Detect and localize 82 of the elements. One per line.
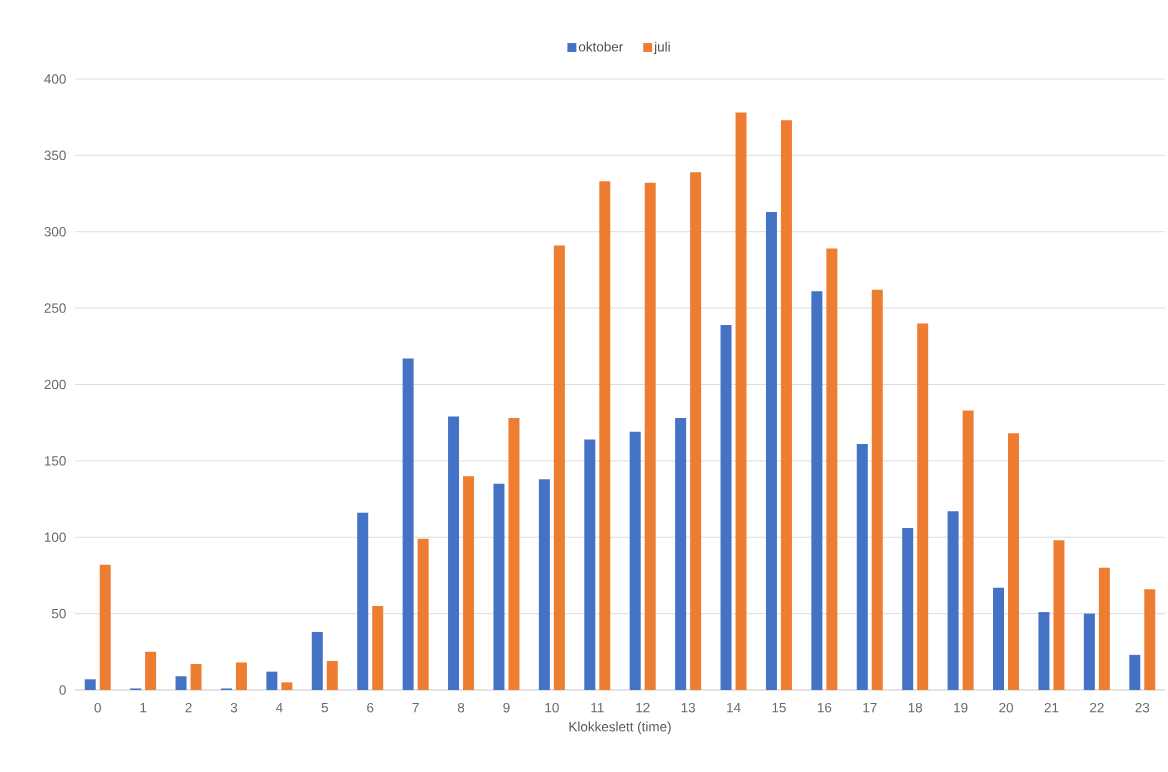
x-tick-label: 9 xyxy=(503,702,510,713)
x-tick-label: 20 xyxy=(999,702,1013,713)
y-tick-label: 300 xyxy=(44,226,66,237)
bar xyxy=(1053,540,1065,690)
bar xyxy=(326,660,338,690)
bar xyxy=(1038,612,1050,690)
bar xyxy=(448,416,460,690)
bar xyxy=(735,112,747,690)
x-tick-label: 5 xyxy=(321,702,328,713)
bar xyxy=(1144,589,1156,690)
x-tick-label: 0 xyxy=(94,702,101,713)
x-tick-label: 22 xyxy=(1090,702,1104,713)
bar xyxy=(175,676,187,690)
bar xyxy=(235,662,247,690)
bar xyxy=(720,324,732,690)
bar xyxy=(372,605,384,690)
x-tick-label: 23 xyxy=(1135,702,1150,713)
bar xyxy=(553,245,565,690)
x-tick-label: 1 xyxy=(140,702,147,713)
y-tick-label: 200 xyxy=(44,379,66,390)
bar xyxy=(84,679,96,690)
x-tick-label: 12 xyxy=(636,702,650,713)
x-axis-title: Klokkeslett (time) xyxy=(569,721,671,735)
bar xyxy=(917,323,929,690)
x-tick-label: 6 xyxy=(367,702,374,713)
bar xyxy=(780,120,792,690)
x-tick-label: 14 xyxy=(727,702,741,713)
bar xyxy=(947,511,959,690)
bar xyxy=(99,564,111,690)
y-tick-label: 150 xyxy=(44,456,66,466)
bar xyxy=(493,483,505,690)
y-tick-label: 250 xyxy=(44,303,66,313)
bar xyxy=(417,538,429,690)
bar xyxy=(765,211,777,690)
x-tick-label: 7 xyxy=(412,702,419,713)
bar xyxy=(599,181,611,690)
legend-label: oktober xyxy=(578,41,623,52)
bar xyxy=(508,418,520,690)
bar xyxy=(402,358,414,690)
bar xyxy=(629,431,641,690)
bar xyxy=(675,418,687,690)
bar xyxy=(538,479,550,690)
bar xyxy=(690,172,702,690)
x-tick-label: 17 xyxy=(863,702,877,713)
bar xyxy=(1129,654,1141,690)
bar xyxy=(902,528,914,690)
bar xyxy=(266,671,278,690)
bar xyxy=(871,289,883,690)
x-tick-label: 19 xyxy=(954,702,968,713)
x-tick-label: 13 xyxy=(681,702,696,713)
bar xyxy=(584,439,596,690)
x-tick-label: 18 xyxy=(908,702,923,713)
x-tick-label: 16 xyxy=(817,702,832,713)
bar xyxy=(145,651,157,690)
x-tick-label: 10 xyxy=(545,702,559,713)
bar xyxy=(1098,567,1110,690)
y-tick-label: 350 xyxy=(44,150,66,161)
x-tick-label: 15 xyxy=(772,702,786,713)
y-tick-label: 400 xyxy=(44,74,66,84)
bar xyxy=(311,631,323,690)
y-tick-label: 50 xyxy=(51,608,66,619)
bar xyxy=(190,664,202,690)
bar xyxy=(644,182,656,690)
bar xyxy=(993,587,1005,690)
x-tick-label: 8 xyxy=(457,702,465,713)
x-tick-label: 21 xyxy=(1044,702,1059,713)
bar xyxy=(811,291,823,690)
bar xyxy=(357,512,369,690)
bar xyxy=(962,410,974,690)
legend-label: juli xyxy=(653,41,670,55)
y-tick-label: 100 xyxy=(44,532,66,542)
bar xyxy=(856,444,868,690)
x-tick-label: 4 xyxy=(275,702,283,713)
x-tick-label: 11 xyxy=(591,702,604,713)
x-tick-label: 2 xyxy=(185,702,192,713)
x-tick-label: 3 xyxy=(230,702,238,713)
bar xyxy=(281,682,293,690)
bar xyxy=(1083,613,1095,690)
bar xyxy=(1008,433,1020,690)
bar xyxy=(826,248,838,690)
bar xyxy=(463,476,475,690)
y-tick-label: 0 xyxy=(59,685,66,695)
